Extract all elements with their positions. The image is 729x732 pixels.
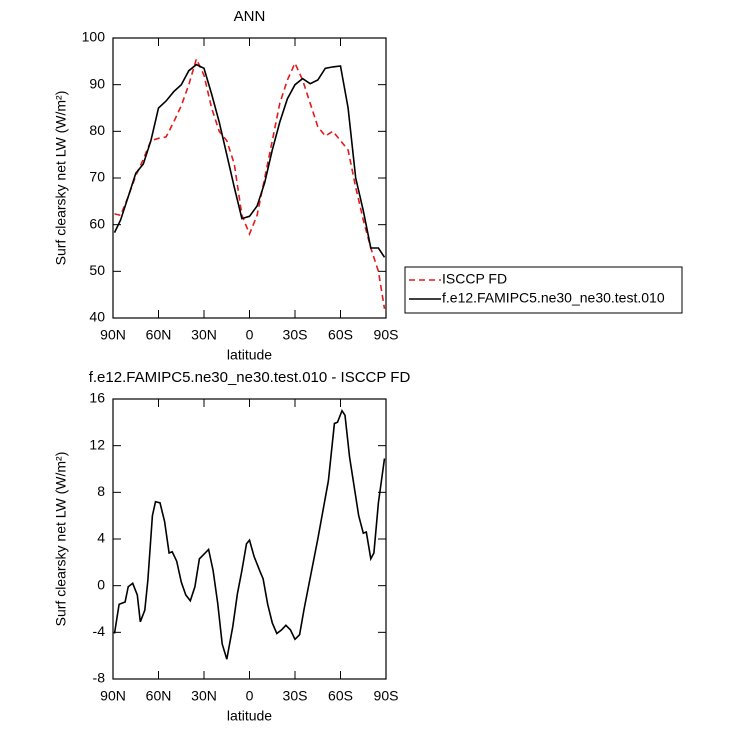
x-tick-label: 90S [374,688,399,704]
y-tick-label: 8 [97,483,105,499]
x-tick-label: 30S [283,688,308,704]
y-tick-label: 60 [89,215,105,231]
chart-title: f.e12.FAMIPC5.ne30_ne30.test.010 - ISCCP… [89,369,411,386]
x-tick-label: 0 [246,327,254,343]
y-tick-label: 90 [89,75,105,91]
x-tick-label: 60N [146,688,172,704]
y-tick-label: -4 [93,623,106,639]
y-tick-label: 50 [89,262,105,278]
y-axis-label: Surf clearsky net LW (W/m²) [53,452,69,627]
x-tick-label: 90N [100,327,126,343]
x-tick-label: 30N [191,688,217,704]
data-line [114,56,386,309]
y-tick-label: 4 [97,530,105,546]
data-line [113,63,386,258]
chart-title: ANN [234,8,266,25]
x-axis-label: latitude [227,347,272,363]
x-tick-label: 30S [283,327,308,343]
x-tick-label: 60S [328,327,353,343]
y-tick-label: 12 [89,436,105,452]
y-tick-label: 0 [97,576,105,592]
x-tick-label: 0 [246,688,254,704]
y-axis-label: Surf clearsky net LW (W/m²) [53,91,69,266]
x-tick-label: 90S [374,327,399,343]
y-tick-label: 40 [89,309,105,325]
y-tick-label: 16 [89,390,105,406]
legend-label: f.e12.FAMIPC5.ne30_ne30.test.010 [442,290,665,306]
y-tick-label: 100 [82,29,106,45]
y-tick-label: 70 [89,169,105,185]
legend-box [404,266,683,314]
legend-label: ISCCP FD [442,271,507,287]
y-tick-label: -8 [93,670,106,686]
plot-frame [112,37,387,319]
x-axis-label: latitude [227,708,272,724]
x-tick-label: 90N [100,688,126,704]
y-tick-label: 80 [89,122,105,138]
x-tick-label: 60S [328,688,353,704]
data-line [113,408,386,660]
x-tick-label: 30N [191,327,217,343]
x-tick-label: 60N [146,327,172,343]
